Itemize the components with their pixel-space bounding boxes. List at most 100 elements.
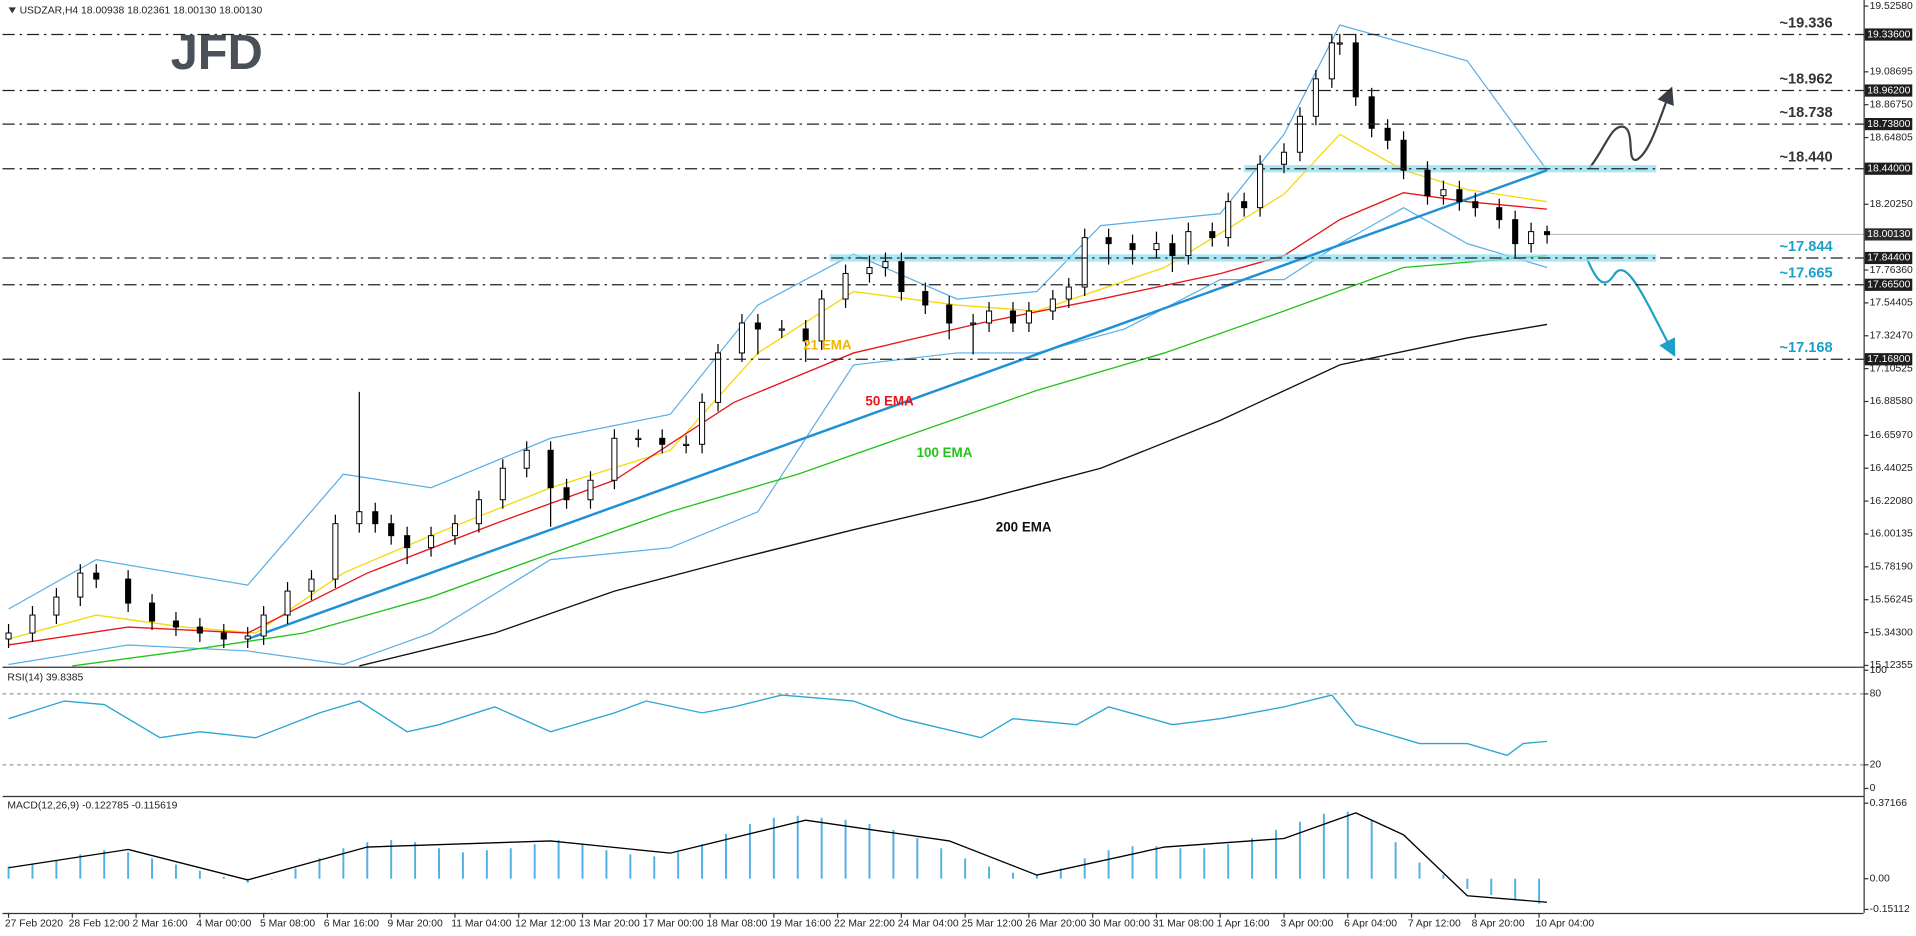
macd-bar bbox=[1083, 858, 1086, 879]
candle-body bbox=[125, 578, 132, 604]
ema-label: 21 EMA bbox=[803, 338, 852, 353]
menu-icon[interactable] bbox=[8, 7, 16, 14]
last-price-box bbox=[1864, 228, 1913, 241]
macd-bar bbox=[1059, 868, 1062, 879]
candle-body bbox=[308, 578, 315, 592]
candle-body bbox=[1105, 237, 1112, 245]
macd-bar bbox=[533, 844, 536, 879]
candle-body bbox=[1081, 237, 1088, 288]
candle-body bbox=[1169, 243, 1176, 257]
macd-bar bbox=[1442, 874, 1445, 879]
macd-bar bbox=[318, 858, 321, 879]
price-box bbox=[1864, 28, 1913, 41]
candle-body bbox=[475, 499, 482, 525]
y-tick-label: 18.64805 bbox=[1870, 132, 1913, 143]
y-tick-label: 15.34300 bbox=[1870, 627, 1913, 638]
macd-bar bbox=[1538, 878, 1541, 904]
candle-body bbox=[148, 602, 156, 622]
candle-body bbox=[1424, 169, 1431, 197]
x-tick-label: 11 Mar 04:00 bbox=[451, 919, 511, 930]
price-box-label: 18.44000 bbox=[1867, 163, 1910, 174]
candle-body bbox=[172, 620, 180, 628]
y-tick-label: 16.00135 bbox=[1870, 529, 1913, 540]
macd-bar bbox=[820, 817, 823, 879]
candle-body bbox=[563, 487, 570, 501]
macd-bar bbox=[79, 854, 82, 879]
y-tick-label: -0.15112 bbox=[1870, 904, 1910, 915]
macd-bar bbox=[1179, 848, 1182, 879]
candle-body bbox=[1025, 310, 1032, 324]
macd-bar bbox=[581, 844, 584, 879]
candle-body bbox=[1185, 231, 1192, 257]
candle-body bbox=[1312, 78, 1319, 117]
candle-body bbox=[1257, 163, 1264, 209]
price-box bbox=[1864, 353, 1913, 366]
x-tick-label: 19 Mar 16:00 bbox=[770, 919, 831, 930]
x-tick-label: 24 Mar 04:00 bbox=[898, 919, 959, 930]
candle-body bbox=[1153, 243, 1160, 251]
candle-body bbox=[986, 310, 993, 324]
y-tick-label: 100 bbox=[1870, 665, 1888, 676]
macd-bar bbox=[1514, 878, 1517, 900]
macd-bar bbox=[7, 866, 10, 879]
price-box-label: 18.96200 bbox=[1867, 85, 1910, 96]
candle-body bbox=[1472, 201, 1479, 209]
candle-body bbox=[802, 328, 809, 342]
candle-body bbox=[1440, 189, 1447, 197]
macd-bar bbox=[557, 840, 560, 879]
price-box bbox=[1864, 117, 1913, 131]
bearish-scenario-arrow bbox=[1585, 257, 1676, 357]
chart-title: RSI(14) 39.8385 bbox=[7, 672, 83, 683]
candle-body bbox=[244, 635, 251, 640]
bollinger-band bbox=[8, 24, 1548, 610]
price-box-label: 17.16800 bbox=[1867, 354, 1910, 365]
macd-bar bbox=[1490, 878, 1493, 895]
candle-body bbox=[1296, 115, 1303, 153]
macd-bar bbox=[294, 868, 297, 879]
candle-body bbox=[1456, 189, 1463, 203]
macd-bar bbox=[940, 848, 943, 879]
rsi-line bbox=[8, 694, 1548, 757]
x-tick-label: 28 Feb 12:00 bbox=[69, 919, 130, 930]
candle-body bbox=[53, 596, 60, 616]
macd-bar bbox=[629, 854, 632, 879]
candle-body bbox=[451, 523, 459, 537]
macd-bar bbox=[461, 852, 464, 879]
ema-line bbox=[72, 254, 1548, 667]
candle-body bbox=[1528, 231, 1535, 245]
y-tick-label: 18.86750 bbox=[1870, 99, 1913, 110]
candle-body bbox=[1065, 286, 1072, 300]
x-tick-label: 2 Mar 16:00 bbox=[132, 919, 187, 930]
ema-line bbox=[8, 191, 1548, 646]
macd-bar bbox=[1155, 846, 1158, 879]
x-tick-label: 26 Mar 20:00 bbox=[1025, 919, 1086, 930]
sr-zone bbox=[829, 254, 1657, 262]
price-box-label: 18.73800 bbox=[1867, 119, 1910, 130]
candle-body bbox=[1400, 139, 1407, 171]
y-tick-label: 19.08695 bbox=[1870, 67, 1913, 78]
level-label: ~17.844 bbox=[1779, 239, 1833, 255]
macd-bar bbox=[772, 817, 775, 879]
macd-bar bbox=[198, 870, 201, 879]
macd-bar bbox=[844, 819, 847, 879]
macd-bar bbox=[653, 856, 656, 879]
y-tick-label: 17.54405 bbox=[1870, 298, 1913, 309]
y-tick-label: 17.76360 bbox=[1870, 265, 1913, 276]
candle-body bbox=[1209, 231, 1216, 239]
macd-bar bbox=[916, 838, 919, 879]
level-label: ~18.440 bbox=[1779, 150, 1832, 166]
x-tick-label: 9 Mar 20:00 bbox=[388, 919, 443, 930]
candle-body bbox=[882, 261, 889, 269]
macd-bar bbox=[1251, 838, 1254, 879]
macd-bar bbox=[1203, 848, 1206, 879]
y-tick-label: 15.78190 bbox=[1870, 562, 1913, 573]
level-label: ~17.168 bbox=[1779, 340, 1832, 356]
macd-bar bbox=[701, 844, 704, 879]
x-tick-label: 17 Mar 00:00 bbox=[643, 919, 704, 930]
candle-body bbox=[970, 322, 977, 325]
candle-body bbox=[1352, 42, 1359, 98]
y-tick-label: 0.00 bbox=[1870, 873, 1890, 884]
